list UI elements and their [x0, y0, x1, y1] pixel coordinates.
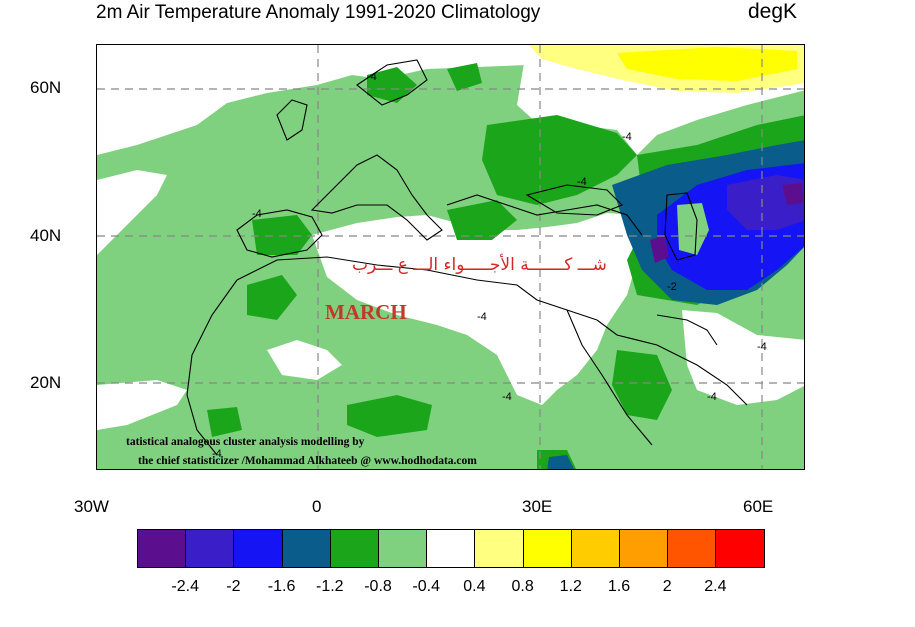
coast-caspian	[664, 192, 698, 261]
coast-france-italy	[310, 154, 443, 241]
contour-label-8: -4	[502, 391, 512, 403]
colorbar-box-11	[668, 530, 717, 567]
yellow-core	[617, 47, 797, 81]
colorbar-box-9	[571, 530, 620, 567]
chart-title: 2m Air Temperature Anomaly 1991-2020 Cli…	[96, 2, 541, 23]
colorbar-box-12	[716, 530, 765, 567]
colorbar-label-0: -2.4	[171, 578, 199, 595]
colorbar-box-4	[330, 530, 379, 567]
colorbar-box-7	[475, 530, 524, 567]
coast-black-sea	[525, 184, 623, 216]
contour-label-3: -4	[577, 176, 587, 188]
green-region-iberia	[252, 215, 312, 255]
green-region-sahara	[347, 395, 432, 437]
contour-label-4: -4	[252, 208, 262, 220]
map-canvas: -4 -4 -4 -4 -4 -2 -4 -4 -4 -4	[97, 45, 804, 469]
contour-label-7: -4	[707, 391, 717, 403]
teal-region-south	[547, 455, 574, 469]
white-region-arabia	[682, 310, 804, 405]
arabic-watermark: شـــ كـــــــة الأجـــــواء الـــ ع ـــر…	[352, 255, 607, 275]
contour-label-2: -4	[622, 131, 632, 143]
colorbar-label-9: 1.6	[607, 578, 631, 595]
green-region-europe-north	[367, 67, 417, 103]
green-region-east-europe	[482, 115, 637, 205]
green-region-middle-east	[612, 350, 672, 420]
colorbar-label-7: 0.8	[511, 578, 534, 595]
contour-label-10: -4	[212, 448, 222, 460]
colorbar-label-6: 0.4	[463, 578, 486, 595]
colorbar-label-1: -2	[226, 578, 241, 595]
white-region-sahara-small	[267, 340, 342, 380]
coast-red-sea	[566, 309, 653, 446]
coast-uk	[276, 99, 308, 141]
anomaly-map: -4 -4 -4 -4 -4 -2 -4 -4 -4 -4	[96, 44, 805, 470]
colorbar-label-8: 1.2	[559, 578, 582, 595]
lat-label-60n: 60N	[30, 78, 62, 97]
colorbar	[137, 529, 766, 568]
colorbar-label-4: -0.8	[364, 578, 392, 595]
lon-label-0: 0	[312, 497, 322, 516]
coast-gulf	[656, 314, 718, 346]
colorbar-box-10	[619, 530, 669, 567]
credit-line-2: the chief statisticizer /Mohammad Alkhat…	[138, 455, 477, 467]
coast-north-africa	[236, 256, 598, 321]
contour-label-6: -2	[667, 281, 677, 293]
white-region-atlantic-south	[97, 380, 187, 430]
coast-iberia	[236, 209, 323, 258]
colorbar-label-2: -1.6	[267, 578, 296, 595]
green-region-north-africa	[247, 275, 297, 320]
light-green-region-caspian	[677, 203, 709, 255]
colorbar-box-6	[427, 530, 476, 567]
coast-balkans-turkey	[446, 194, 643, 236]
green-region-scandinavia	[447, 63, 482, 91]
white-region-atlantic	[97, 170, 167, 255]
colorbar-label-5: -0.4	[412, 578, 440, 595]
credit-line-1: tatistical analogous cluster analysis mo…	[126, 436, 365, 448]
coast-west-africa	[186, 279, 238, 456]
colorbar-label-11: 2.4	[704, 578, 727, 595]
white-region-west-atlantic	[97, 45, 527, 155]
lat-label-20n: 20N	[30, 373, 62, 392]
white-region-mediterranean	[312, 213, 642, 405]
units-label: degK	[748, 0, 798, 23]
purple-region-west	[650, 235, 669, 263]
colorbar-box-2	[234, 530, 283, 567]
contour-label-9: -4	[757, 341, 767, 353]
colorbar-box-5	[378, 530, 428, 567]
purple-region-core	[782, 183, 803, 205]
colorbar-label-10: 2	[662, 578, 672, 595]
green-region-balkans	[447, 200, 517, 240]
coastlines	[186, 59, 748, 456]
month-label: MARCH	[325, 300, 407, 324]
coast-scandinavia	[356, 59, 428, 106]
lon-label-30w: 30W	[74, 497, 109, 516]
lat-label-40n: 40N	[30, 226, 62, 245]
coast-arabia	[596, 319, 748, 406]
lon-label-60e: 60E	[743, 497, 774, 516]
colorbar-box-1	[186, 530, 235, 567]
colorbar-box-3	[282, 530, 331, 567]
lon-label-30e: 30E	[522, 497, 553, 516]
contour-label-1: -4	[367, 71, 377, 83]
colorbar-label-3: -1.2	[316, 578, 344, 595]
colorbar-box-8	[523, 530, 572, 567]
green-region-west-africa	[207, 407, 242, 437]
contour-label-5: -4	[477, 311, 487, 323]
colorbar-box-0	[138, 530, 187, 567]
